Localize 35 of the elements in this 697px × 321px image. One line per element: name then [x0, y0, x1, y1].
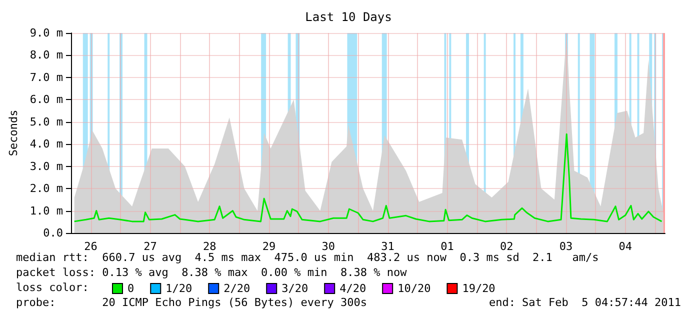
text: median rtt: 660.7 us avg 4.5 ms max 475.0 us min 483.2 us now 0.3 ms sd 2.1 am/s — [16, 251, 599, 264]
legend-label: 3/20 — [282, 282, 308, 295]
x-tick-label: 27 — [144, 240, 157, 253]
chart-title: Last 10 Days — [305, 10, 392, 24]
x-tick-label: 28 — [202, 240, 216, 253]
y-tick-label: 4.0 m — [30, 138, 64, 151]
y-axis-title: Seconds — [7, 110, 20, 156]
text: packet loss: 0.13 % avg 8.38 % max 0.00 % min 8.38 % now — [16, 266, 408, 279]
y-tick-label: 3.0 m — [30, 160, 64, 173]
y-tick-label: 2.0 m — [30, 182, 64, 196]
y-tick-label: 5.0 m — [30, 115, 64, 128]
y-tick-label: 8.0 m — [30, 48, 64, 62]
legend-label: 0 — [128, 282, 134, 295]
legend-title: loss color: — [16, 281, 89, 294]
legend-label: 10/20 — [398, 282, 431, 295]
x-tick-label: 31 — [381, 240, 394, 253]
x-tick-label: 02 — [500, 240, 514, 253]
line-series — [74, 133, 662, 222]
x-tick-label: 01 — [440, 240, 454, 253]
legend-label: 4/20 — [340, 282, 366, 295]
y-tick-label: 1.0 m — [30, 204, 64, 218]
y-tick-label: 9.0 m — [30, 26, 64, 40]
text: end: Sat Feb 5 04:57:44 2011 — [488, 296, 682, 309]
x-tick-label: 29 — [262, 240, 276, 253]
y-tick-label: 0.0 — [43, 226, 64, 240]
legend-label: 2/20 — [224, 282, 250, 295]
legend-label: 19/20 — [462, 282, 496, 295]
x-tick-label: 30 — [322, 240, 336, 253]
x-tick-label: 03 — [559, 240, 573, 253]
y-tick-label: 7.0 m — [30, 70, 64, 84]
x-tick-label: 26 — [84, 240, 98, 253]
text: probe: 20 ICMP Echo Pings (56 Bytes) every 300s — [16, 296, 367, 309]
legend-label: 1/20 — [166, 282, 192, 295]
y-tick-label: 6.0 m — [30, 93, 64, 106]
x-tick-label: 04 — [618, 240, 632, 253]
